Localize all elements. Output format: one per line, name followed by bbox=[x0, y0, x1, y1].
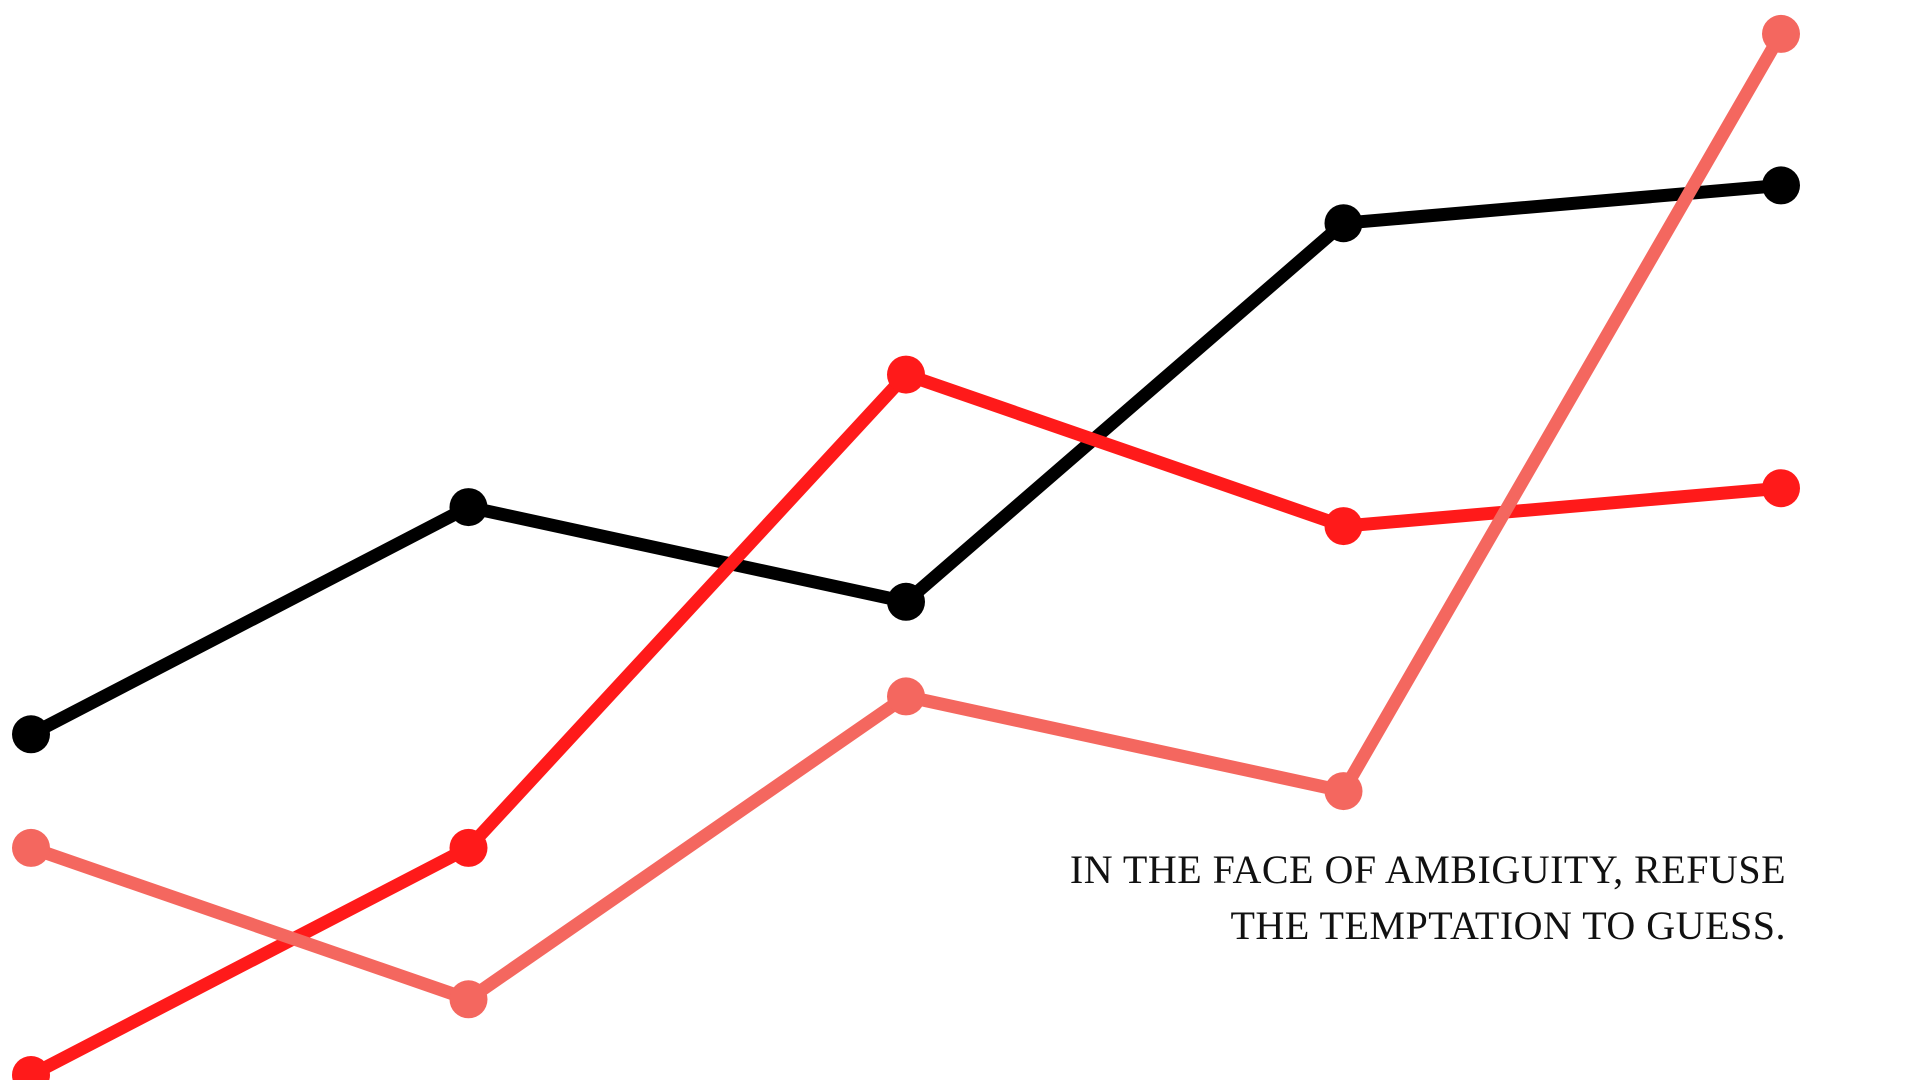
series-1-point bbox=[12, 715, 50, 754]
series-3 bbox=[12, 14, 1800, 1019]
series-1-line bbox=[24, 178, 1788, 741]
series-1-point bbox=[887, 582, 925, 621]
series-3-point bbox=[449, 980, 488, 1019]
series-3-point bbox=[1324, 772, 1363, 811]
series-1-point bbox=[1762, 166, 1800, 205]
series-2-point bbox=[1324, 507, 1363, 546]
series-2-point bbox=[887, 355, 925, 394]
quote-text: IN THE FACE OF AMBIGUITY, REFUSE THE TEM… bbox=[786, 842, 1786, 954]
series-1 bbox=[12, 166, 1800, 754]
quote-line-2: THE TEMPTATION TO GUESS. bbox=[1230, 903, 1786, 948]
series-1-point bbox=[1324, 204, 1363, 243]
series-1-point bbox=[449, 488, 488, 527]
series-2-point bbox=[1762, 469, 1800, 508]
series-3-point bbox=[12, 828, 50, 867]
series-2 bbox=[12, 355, 1800, 1080]
series-3-point bbox=[887, 677, 925, 716]
series-3-point bbox=[1762, 14, 1800, 53]
series-2-point bbox=[12, 1056, 50, 1080]
series-2-point bbox=[449, 828, 488, 867]
quote-line-1: IN THE FACE OF AMBIGUITY, REFUSE bbox=[1069, 847, 1786, 892]
